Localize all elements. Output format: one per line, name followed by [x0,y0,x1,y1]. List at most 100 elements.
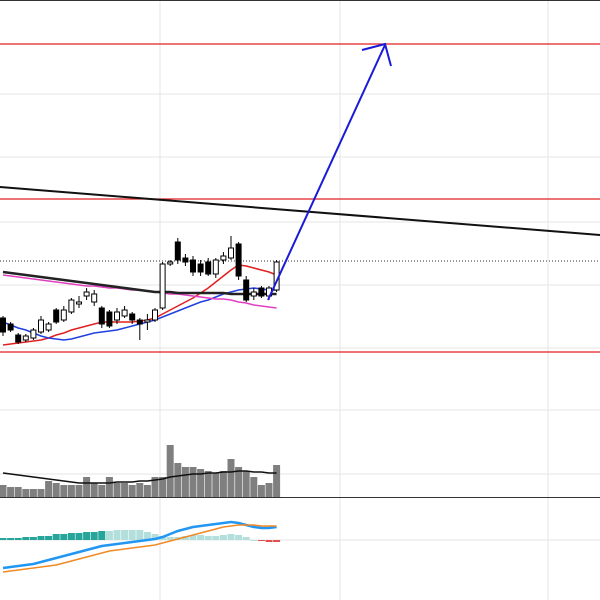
macd-hist [52,534,60,540]
candle-body [45,323,52,331]
candle-body [228,247,234,259]
candle-body [129,313,136,321]
candle-body [0,317,6,333]
candle-body [243,279,250,301]
macd-hist [83,532,91,540]
volume-bar [212,473,220,497]
macd-hist [98,531,106,540]
volume-bar [75,485,83,497]
candle-body [205,261,212,275]
volume-bar [197,469,205,497]
macd-hist [235,535,243,540]
signal-line [2,524,277,573]
candle-body [106,311,113,327]
macd-hist [105,531,113,540]
volume-bar [143,485,151,497]
volume-bar [113,483,121,497]
macd-hist [166,537,174,540]
macd-hist [0,538,7,540]
volume-bar [45,481,53,497]
candle-body [15,334,22,343]
volume-bar [204,471,212,497]
volume-bar [219,471,227,497]
plot [0,43,600,573]
macd-hist [197,535,205,540]
volume-bar [159,477,167,497]
volume-bar [250,477,258,497]
candle-body [68,299,75,313]
candle-body [250,291,257,297]
volume-bar [257,485,265,497]
candle-body [76,301,82,305]
volume-bar [189,467,197,497]
volume-bar [60,485,68,497]
macd-hist [37,536,45,540]
macd-hist [227,534,235,540]
volume-bar [151,477,159,497]
volume-bar [14,487,22,497]
volume-bar [7,487,15,497]
volume-bar [166,445,174,497]
arrow-head [361,42,392,67]
macd-hist [7,538,15,540]
volume-bar [121,483,129,497]
volume-ma [2,470,277,484]
volume-bar [273,465,281,497]
volume-bar [128,485,136,497]
volume-bar [105,477,113,497]
volume-bar [98,485,106,497]
candle-body [53,309,60,323]
candle-body [174,241,181,261]
trend-line [0,186,600,236]
volume-bar [235,467,243,497]
volume-bar [29,489,37,497]
candle-body [220,255,227,261]
arrow [267,42,392,301]
macd-hist [273,540,281,542]
macd-hist [60,534,68,540]
candle-body [83,291,90,297]
candle-body [22,335,29,341]
macd-hist [128,530,136,540]
volume-bar [0,485,7,497]
volume-bar [242,471,250,497]
macd-line [2,520,277,570]
candle-body [190,259,196,273]
candle-body [144,319,151,323]
macd-hist [265,540,273,542]
macd-hist [45,536,53,540]
volume-bar [22,489,30,497]
candle-body [60,309,67,321]
candle-body [136,319,143,325]
macd-hist [67,533,75,540]
macd-hist [181,536,189,540]
volume-bar [67,485,75,497]
macd-hist [29,537,37,540]
volume-bar [37,489,45,497]
macd-hist [22,537,30,540]
candle-body [159,263,166,309]
volume-bar [52,483,60,497]
candle-body [212,259,219,275]
macd-hist [242,537,250,540]
volume-bar [181,467,189,497]
macd-hist [121,530,129,540]
volume-bar [227,459,235,497]
candle-body [167,261,174,265]
macd-hist [250,540,258,541]
macd-hist [14,538,22,540]
arrow-shaft [267,44,386,301]
candle-body [121,309,128,317]
macd-hist [212,536,220,540]
candle-body [30,329,37,339]
candle-body [7,323,14,331]
candle-body [98,307,105,325]
candle-body [91,293,98,303]
candle-body [114,311,120,321]
candle-body [38,319,44,333]
macd-hist [143,532,151,540]
candle-body [235,243,242,277]
macd-hist [113,530,121,540]
